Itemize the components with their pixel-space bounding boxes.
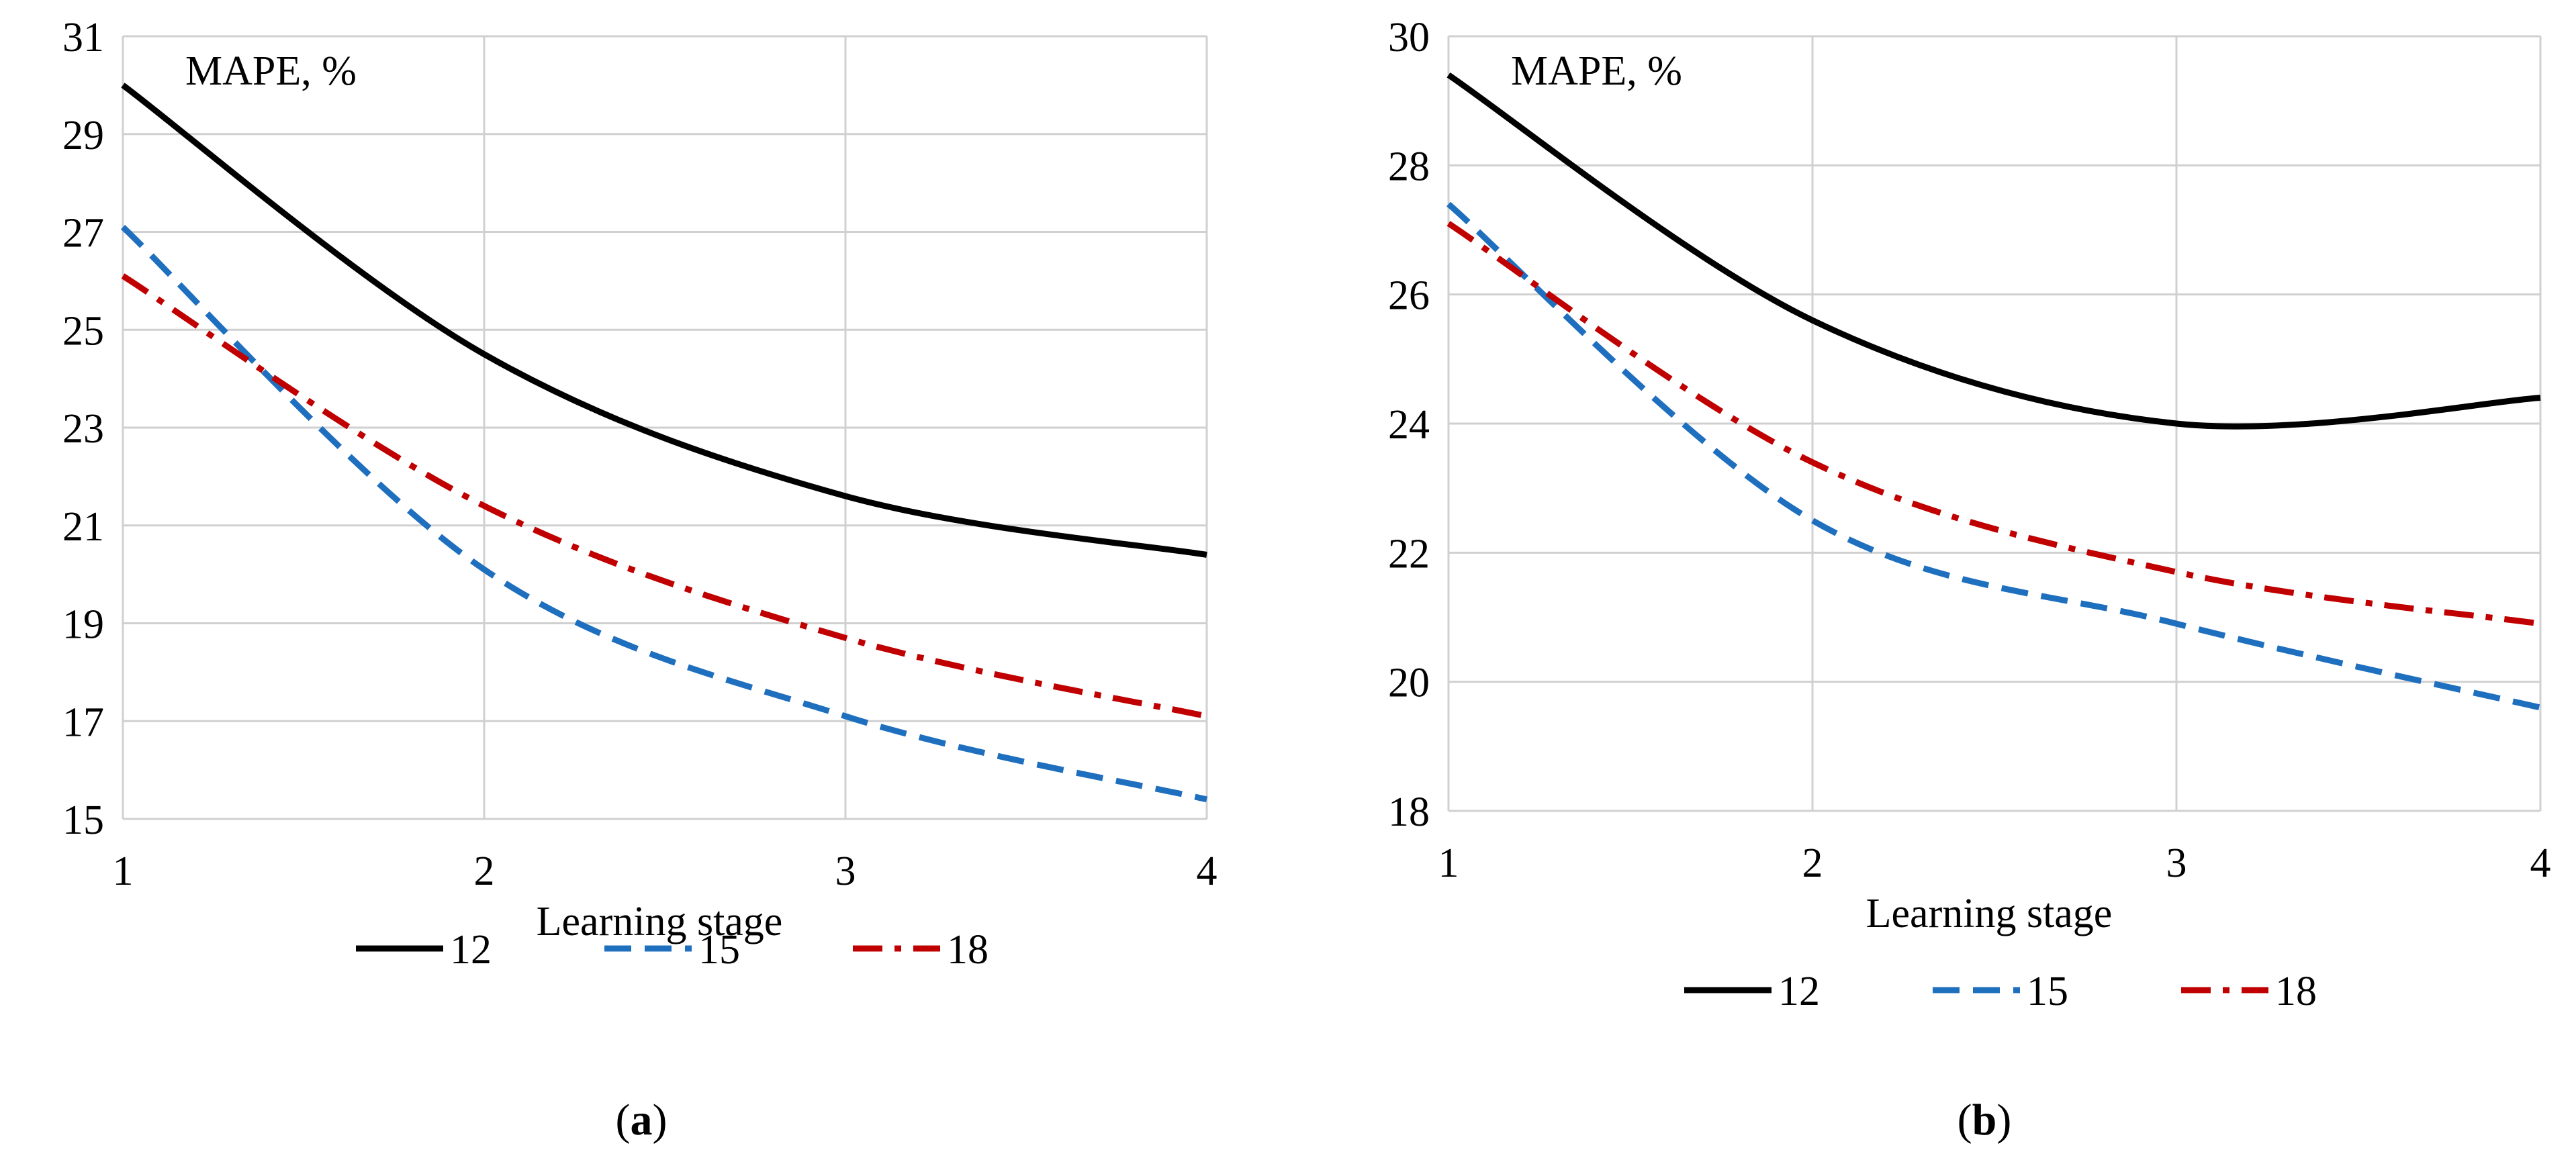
panel-label-letter: a	[631, 1096, 653, 1145]
y-tick-label: 30	[1388, 15, 1430, 60]
legend-label-12: 12	[1778, 969, 1820, 1014]
y-tick-label: 15	[62, 797, 104, 843]
series-line-18	[1446, 221, 2541, 627]
y-tick-label: 21	[62, 504, 104, 550]
legend-label-12: 12	[450, 927, 492, 973]
x-tick-label: 1	[113, 848, 134, 894]
y-tick-label: 24	[1388, 402, 1430, 448]
series-line-12	[1446, 72, 2541, 430]
x-tick-label: 2	[474, 848, 495, 894]
panel-label-b: (b)	[1958, 1096, 2012, 1145]
legend: 12 15 18	[1684, 969, 2317, 1014]
y-tick-label: 29	[62, 113, 104, 158]
panel-label-close: )	[653, 1096, 668, 1145]
x-tick-label: 1	[1438, 840, 1459, 886]
x-tick-label: 4	[2530, 840, 2551, 886]
x-tick-label: 3	[2166, 840, 2187, 886]
legend-label-15: 15	[2027, 969, 2068, 1014]
x-axis-label: Learning stage	[537, 899, 783, 944]
y-tick-label: 19	[62, 602, 104, 648]
x-tick-label: 3	[835, 848, 856, 894]
x-tick-label: 4	[1197, 848, 1217, 894]
y-tick-label: 25	[62, 308, 104, 354]
y-tick-label: 26	[1388, 273, 1430, 319]
legend-label-15: 15	[698, 927, 740, 973]
series-line-15	[1446, 201, 2542, 711]
x-tick-label: 2	[1802, 840, 1823, 886]
panel-label-open: (	[616, 1096, 631, 1145]
y-tick-label: 20	[1388, 661, 1430, 706]
x-axis-label: Learning stage	[1866, 891, 2113, 936]
y-tick-label: 23	[62, 406, 104, 452]
panel-label-open: (	[1958, 1096, 1972, 1145]
legend: 12 15 18	[356, 927, 988, 973]
legend-label-18: 18	[947, 927, 988, 973]
panel-label-letter: b	[1972, 1096, 1997, 1145]
y-tick-label: 28	[1388, 144, 1430, 189]
y-tick-label: 22	[1388, 531, 1430, 577]
series-line-12	[121, 83, 1207, 558]
series-line-18	[121, 273, 1207, 720]
series-line-15	[120, 224, 1208, 803]
y-axis-label: MAPE, %	[1511, 48, 1682, 94]
y-axis-label: MAPE, %	[185, 48, 357, 94]
legend-label-18: 18	[2275, 969, 2317, 1014]
y-tick-label: 18	[1388, 789, 1430, 835]
panel-label-a: (a)	[616, 1096, 668, 1145]
y-tick-label: 31	[62, 15, 104, 60]
panel-label-close: )	[1996, 1096, 2011, 1145]
y-tick-label: 27	[62, 211, 104, 256]
y-tick-label: 17	[62, 699, 104, 745]
